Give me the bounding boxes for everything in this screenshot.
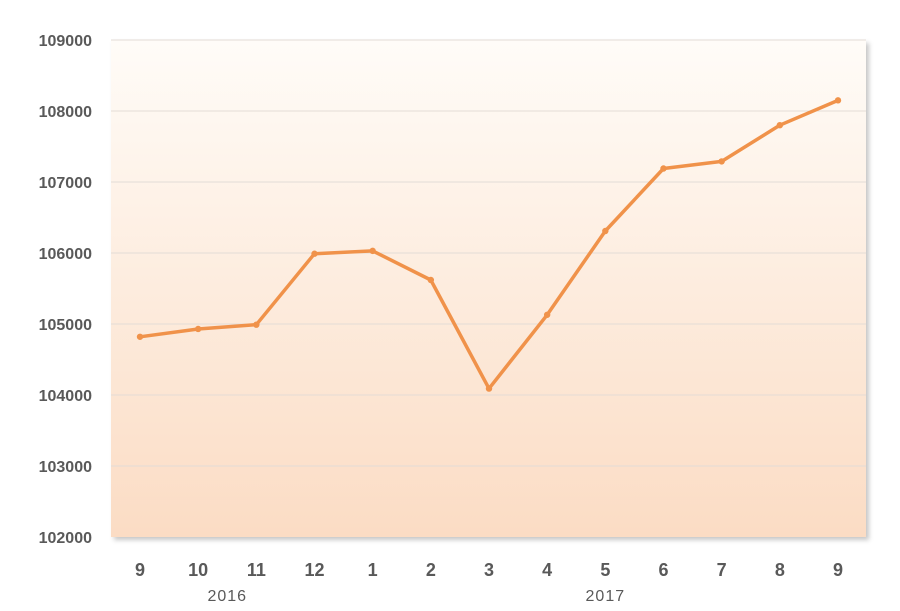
x-tick-label: 3 (484, 560, 494, 580)
x-tick-label: 9 (833, 560, 843, 580)
x-tick-label: 7 (717, 560, 727, 580)
y-tick-label: 103000 (39, 459, 92, 476)
x-axis-ticks: 9 10 11 12 1 2 3 4 5 6 7 8 9 (135, 560, 843, 580)
data-point (311, 250, 318, 257)
data-point (253, 321, 260, 328)
y-axis-ticks: 102000 103000 104000 105000 106000 107000 1080… (39, 33, 92, 547)
data-point (718, 158, 725, 165)
x-tick-label: 1 (368, 560, 378, 580)
data-point (369, 247, 376, 255)
plot-area (111, 40, 866, 537)
y-tick-label: 108000 (39, 104, 92, 121)
y-tick-label: 104000 (39, 388, 92, 405)
y-tick-label: 109000 (39, 33, 92, 50)
x-group-label: 2016 (207, 588, 247, 605)
y-tick-label: 102000 (39, 530, 92, 547)
data-point (194, 325, 202, 333)
x-tick-label: 11 (247, 560, 266, 580)
data-point (776, 122, 784, 129)
data-point (660, 165, 667, 172)
x-tick-label: 12 (304, 560, 324, 580)
x-group-label: 2017 (586, 588, 626, 605)
x-tick-label: 5 (600, 560, 610, 580)
x-tick-label: 2 (426, 560, 436, 580)
x-axis-groups: 2016 2017 (207, 588, 626, 605)
gridlines (111, 39, 866, 467)
data-point (485, 385, 493, 392)
y-tick-label: 105000 (39, 317, 92, 334)
data-point (427, 276, 435, 284)
x-tick-label: 10 (188, 560, 208, 580)
y-tick-label: 106000 (39, 246, 92, 263)
data-point (602, 227, 609, 235)
x-tick-label: 8 (775, 560, 785, 580)
x-tick-label: 4 (542, 560, 552, 580)
x-tick-label: 6 (658, 560, 668, 580)
data-point (543, 311, 551, 318)
data-point (834, 97, 842, 104)
y-tick-label: 107000 (39, 175, 92, 192)
data-point (136, 333, 144, 340)
x-tick-label: 9 (135, 560, 145, 580)
series-points (136, 97, 842, 392)
